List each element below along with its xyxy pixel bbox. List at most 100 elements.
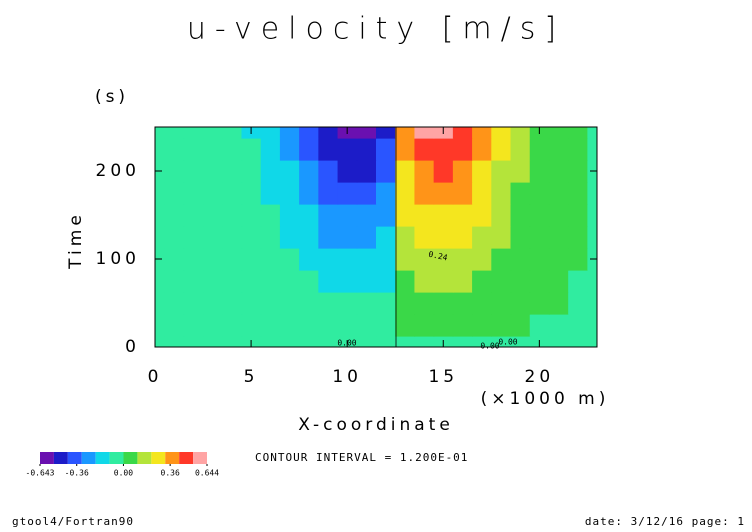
contour-cell — [279, 138, 300, 161]
contour-cell — [356, 226, 377, 249]
contour-cell — [299, 127, 319, 139]
contour-cell — [395, 336, 416, 347]
contour-cell — [376, 127, 396, 139]
contour-cell — [337, 248, 358, 271]
contour-cell — [164, 314, 185, 337]
contour-cell — [222, 336, 243, 347]
contour-cell — [376, 182, 396, 205]
contour-cell — [222, 182, 243, 205]
contour-cell — [548, 138, 569, 161]
colorbar-cell — [193, 452, 207, 464]
contour-cell — [376, 248, 396, 271]
contour-cell — [452, 127, 473, 139]
contour-cell — [433, 270, 454, 293]
contour-cell — [222, 292, 243, 315]
contour-cell — [395, 127, 416, 139]
contour-cell — [279, 226, 300, 249]
contour-cell — [183, 336, 204, 347]
contour-cell — [491, 226, 512, 249]
contour-cell — [491, 292, 512, 315]
contour-cell — [414, 336, 435, 347]
contour-cell — [510, 204, 531, 227]
contour-cell — [318, 270, 339, 293]
y-tick-label: 200 — [96, 161, 140, 181]
contour-cell — [164, 248, 185, 271]
contour-cell — [568, 204, 588, 227]
contour-cell — [155, 204, 166, 227]
contour-cell — [414, 314, 435, 337]
contour-cell — [472, 138, 492, 161]
contour-cell — [548, 160, 569, 183]
contour-cell — [299, 314, 319, 337]
contour-cell — [155, 314, 166, 337]
contour-cell — [203, 226, 223, 249]
contour-cell — [568, 138, 588, 161]
contour-cell — [587, 314, 597, 337]
contour-cell — [241, 160, 262, 183]
contour-cell — [510, 182, 531, 205]
contour-cell — [299, 182, 319, 205]
contour-cell — [203, 182, 223, 205]
contour-cell — [433, 204, 454, 227]
contour-cell — [491, 270, 512, 293]
contour-cell — [414, 127, 435, 139]
contour-cell — [568, 182, 588, 205]
contour-cell — [472, 270, 492, 293]
contour-cell — [568, 314, 588, 337]
contour-cell — [414, 226, 435, 249]
contour-interval: CONTOUR INTERVAL = 1.200E-01 — [255, 451, 468, 464]
contour-cell — [568, 270, 588, 293]
contour-cell — [587, 182, 597, 205]
contour-cell — [491, 138, 512, 161]
contour-cell — [203, 204, 223, 227]
contour-cell — [260, 336, 281, 347]
contour-cell — [452, 292, 473, 315]
contour-cell — [260, 182, 281, 205]
colorbar-label: 0.36 — [161, 469, 180, 478]
contour-cell — [183, 160, 204, 183]
contour-cell — [568, 226, 588, 249]
contour-cell — [376, 314, 396, 337]
contour-cell — [548, 127, 569, 139]
contour-cell — [568, 336, 588, 347]
contour-cell — [587, 292, 597, 315]
contour-cell — [568, 127, 588, 139]
contour-cell — [356, 160, 377, 183]
contour-cell — [414, 160, 435, 183]
contour-cell — [203, 160, 223, 183]
contour-cell — [164, 336, 185, 347]
contour-cell — [548, 248, 569, 271]
contour-cell — [529, 138, 550, 161]
contour-cell — [472, 182, 492, 205]
x-axis-unit: (×1000 m) — [481, 389, 610, 409]
contour-cell — [510, 226, 531, 249]
contour-cell — [587, 336, 597, 347]
contour-cell — [279, 248, 300, 271]
contour-cell — [587, 226, 597, 249]
contour-cell — [491, 248, 512, 271]
contour-cell — [472, 314, 492, 337]
chart-title: u-velocity [m/s] — [187, 12, 565, 47]
contour-cell — [529, 248, 550, 271]
contour-cell — [414, 138, 435, 161]
contour-cell — [241, 292, 262, 315]
contour-cell — [395, 182, 416, 205]
contour-cell — [155, 138, 166, 161]
contour-cell — [395, 226, 416, 249]
colorbar-label: -0.643 — [26, 469, 55, 478]
contour-cell — [299, 138, 319, 161]
contour-cell — [510, 248, 531, 271]
colorbar-cell — [109, 452, 124, 464]
contour-cell — [587, 127, 597, 139]
contour-cell — [376, 160, 396, 183]
contour-cell — [279, 292, 300, 315]
contour-cell — [164, 270, 185, 293]
contour-cell — [260, 248, 281, 271]
x-tick-label: 0 — [148, 367, 163, 387]
contour-cell — [414, 292, 435, 315]
contour-cell — [395, 270, 416, 293]
contour-cell — [279, 160, 300, 183]
contour-cell — [164, 127, 185, 139]
contour-cell — [279, 336, 300, 347]
contour-cell — [222, 248, 243, 271]
